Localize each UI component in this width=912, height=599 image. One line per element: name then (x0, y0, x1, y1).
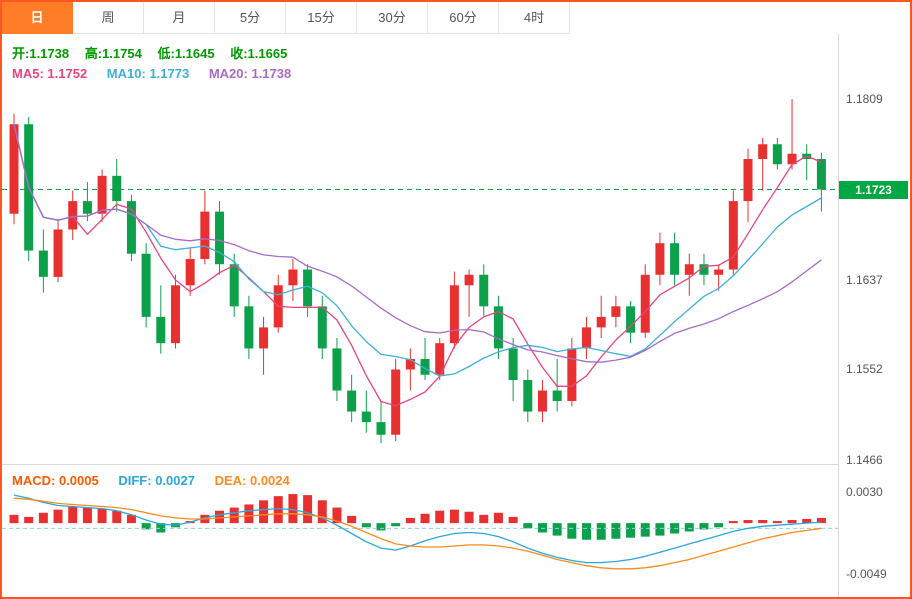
macd-diff-dea-lines (2, 494, 838, 570)
tab-周[interactable]: 周 (73, 2, 144, 34)
open-value: 开:1.1738 (12, 46, 70, 61)
diff-value: DIFF: 0.0027 (118, 473, 195, 488)
tab-月[interactable]: 月 (144, 2, 215, 34)
price-tick-1.1466: 1.1466 (846, 453, 883, 467)
macd-tick--0.0049: -0.0049 (846, 567, 887, 581)
high-value: 高:1.1754 (84, 46, 142, 61)
price-tick-1.1809: 1.1809 (846, 92, 883, 106)
tab-5分[interactable]: 5分 (215, 2, 286, 34)
macd-value: MACD: 0.0005 (12, 473, 99, 488)
low-value: 低:1.1645 (157, 46, 215, 61)
macd-axis: 0.0030 -0.0049 (839, 465, 910, 597)
macd-chart[interactable] (2, 465, 838, 597)
macd-legend: MACD: 0.0005 DIFF: 0.0027 DEA: 0.0024 (12, 473, 306, 488)
axis-divider (838, 34, 839, 597)
close-value: 收:1.1665 (230, 46, 288, 61)
candles (9, 99, 826, 444)
price-tick-1.1637: 1.1637 (846, 273, 883, 287)
tabbar-spacer (570, 2, 910, 34)
ma5-legend: MA5: 1.1752 (12, 66, 88, 81)
ma-lines (13, 124, 822, 407)
ma-legend: MA5: 1.1752 MA10: 1.1773 MA20: 1.1738 (12, 66, 307, 81)
candlestick-chart[interactable] (2, 34, 838, 464)
tab-30分[interactable]: 30分 (357, 2, 428, 34)
macd-histogram (9, 494, 826, 540)
price-axis: 1.1809 1.1723 1.1637 1.1552 1.1466 (839, 34, 910, 467)
ohlc-info: 开:1.1738 高:1.1754 低:1.1645 收:1.1665 (12, 43, 299, 62)
tab-15分[interactable]: 15分 (286, 2, 357, 34)
panel-divider (2, 464, 839, 465)
tab-4时[interactable]: 4时 (499, 2, 570, 34)
timeframe-tabbar: 日周月 5分 15分 30分 60分 4时 (2, 2, 910, 34)
current-price-flag: 1.1723 (839, 181, 908, 199)
price-tick-1.1552: 1.1552 (846, 362, 883, 376)
tab-60分[interactable]: 60分 (428, 2, 499, 34)
tab-日[interactable]: 日 (2, 2, 73, 34)
ma20-legend: MA20: 1.1738 (208, 66, 292, 81)
dea-value: DEA: 0.0024 (214, 473, 290, 488)
ma10-legend: MA10: 1.1773 (106, 66, 190, 81)
macd-tick-0.0030: 0.0030 (846, 485, 883, 499)
